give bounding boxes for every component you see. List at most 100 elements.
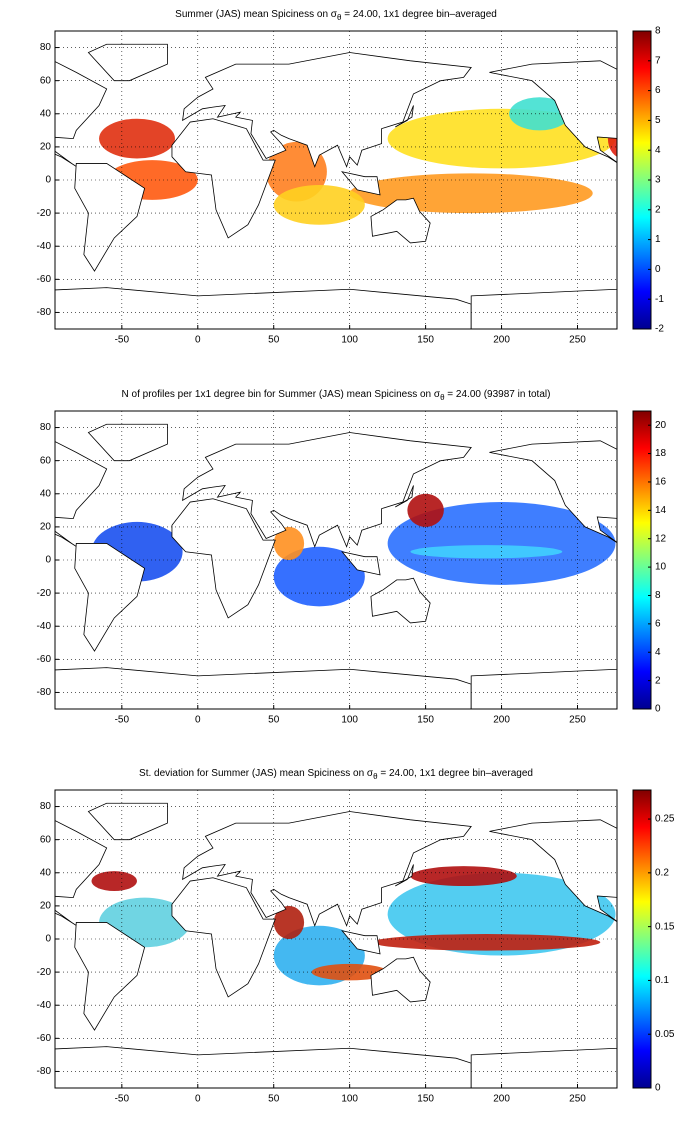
x-tick-label: 150 (417, 715, 434, 726)
y-tick-label: 80 (40, 42, 52, 53)
y-tick-label: -20 (37, 967, 52, 978)
x-tick-label: -50 (115, 1094, 130, 1105)
panel-title: St. deviation for Summer (JAS) mean Spic… (139, 768, 533, 781)
y-tick-label: -20 (37, 208, 52, 219)
x-tick-label: 100 (341, 1094, 358, 1105)
axes-frame (54, 30, 618, 330)
axes-frame (54, 410, 618, 710)
coastline (87, 802, 168, 841)
colorbar-tick-label: 0.25 (655, 814, 675, 825)
coastline (341, 551, 381, 576)
x-tick-label: 0 (195, 335, 201, 346)
colorbar-tick-label: 0 (655, 264, 661, 275)
y-tick-label: 60 (40, 75, 52, 86)
colorbar-tick-label: 8 (655, 590, 661, 601)
data-field (91, 871, 138, 891)
y-tick-label: 80 (40, 422, 52, 433)
colorbar-tick-label: 8 (655, 26, 661, 37)
colorbar-tick-label: 10 (655, 562, 667, 573)
x-tick-label: 50 (268, 335, 280, 346)
coastline (182, 52, 472, 168)
coastline (395, 485, 414, 508)
y-tick-label: -60 (37, 1033, 52, 1044)
colorbar-tick-label: 20 (655, 420, 667, 431)
y-tick-label: -40 (37, 1000, 52, 1011)
colorbar-tick-label: 6 (655, 618, 661, 629)
title-subscript: θ (337, 13, 342, 22)
colorbar-tick-label: 3 (655, 175, 661, 186)
coastline (489, 60, 617, 164)
x-tick-label: 150 (417, 1094, 434, 1105)
coastline (171, 498, 276, 619)
coastline (55, 441, 108, 549)
coastline (171, 118, 276, 239)
coastline (470, 1047, 617, 1088)
data-field (273, 546, 365, 607)
data-field (273, 184, 365, 225)
coastline (489, 819, 617, 923)
coastline (341, 930, 381, 955)
coastline (55, 820, 108, 928)
title-text: St. deviation for Summer (JAS) mean Spic… (139, 768, 374, 779)
title-text: Summer (JAS) mean Spiciness on σ (175, 9, 338, 20)
coastline (55, 1046, 472, 1088)
title-subscript: θ (440, 393, 445, 402)
colorbar-tick-label: 16 (655, 477, 667, 488)
data-field (311, 963, 388, 981)
y-tick-label: 0 (45, 555, 51, 566)
coastline (341, 171, 381, 196)
colorbar-tick-label: 7 (655, 55, 661, 66)
coastline (55, 667, 472, 709)
title-text: N of profiles per 1x1 degree bin for Sum… (122, 389, 441, 400)
x-tick-label: 50 (268, 1094, 280, 1105)
colorbar-tick-label: 0 (655, 704, 661, 715)
y-tick-label: 80 (40, 801, 52, 812)
y-tick-label: 0 (45, 175, 51, 186)
map-panel: -50 0 50 100 150 200 250-80-60-40-20020406080S… (37, 768, 675, 1105)
x-tick-label: 150 (417, 335, 434, 346)
y-tick-label: -40 (37, 241, 52, 252)
x-tick-label: 250 (569, 1094, 586, 1105)
data-field (273, 905, 305, 939)
title-subscript: θ (373, 772, 378, 781)
colorbar-tick-label: 4 (655, 647, 661, 658)
panel-title: Summer (JAS) mean Spiciness on σθ = 24.0… (175, 9, 497, 22)
panel-title: N of profiles per 1x1 degree bin for Sum… (122, 389, 551, 402)
colorbar-tick-label: 2 (655, 204, 661, 215)
coastline (395, 105, 414, 128)
data-field (410, 866, 517, 887)
x-tick-label: 250 (569, 335, 586, 346)
y-tick-label: 60 (40, 834, 52, 845)
y-tick-label: 40 (40, 108, 52, 119)
map-layer (55, 802, 617, 1088)
coastline (182, 432, 472, 548)
colorbar-tick-label: 2 (655, 675, 661, 686)
colorbar-tick-label: 14 (655, 505, 667, 516)
y-tick-label: 20 (40, 142, 52, 153)
y-tick-label: -20 (37, 588, 52, 599)
map-panel: -50 0 50 100 150 200 250-80-60-40-20020406080N… (37, 389, 667, 726)
coastline (55, 61, 108, 169)
x-tick-label: 50 (268, 715, 280, 726)
coastline (55, 287, 472, 329)
coastline (87, 423, 168, 462)
coastline (74, 163, 146, 272)
y-tick-label: -40 (37, 621, 52, 632)
coastline (470, 668, 617, 709)
data-field (99, 118, 175, 159)
map-layer (55, 43, 617, 329)
colorbar-tick-label: 12 (655, 533, 667, 544)
map-layer (55, 423, 617, 709)
axes-frame (54, 789, 618, 1089)
colorbar-tick-label: -2 (655, 324, 664, 335)
y-tick-label: -80 (37, 307, 52, 318)
y-tick-label: 60 (40, 455, 52, 466)
colorbar-tick-label: -1 (655, 294, 664, 305)
map-panel: -50 0 50 100 150 200 250-80-60-40-20020406080S… (37, 9, 665, 346)
coastline (171, 877, 276, 998)
y-tick-label: 40 (40, 488, 52, 499)
coastline (370, 197, 431, 244)
x-tick-label: -50 (115, 335, 130, 346)
colorbar (632, 789, 652, 1089)
